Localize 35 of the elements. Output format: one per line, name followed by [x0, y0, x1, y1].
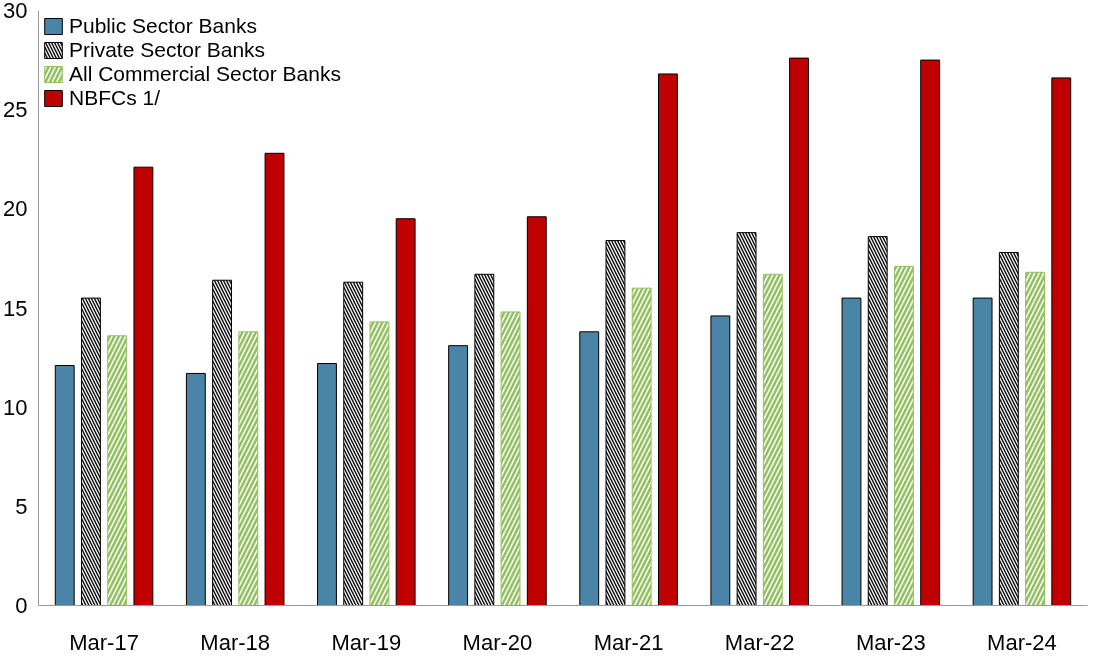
y-tick-label: 10	[3, 394, 28, 420]
bar	[185, 372, 206, 606]
bar	[579, 331, 600, 606]
x-tick-label: Mar-22	[724, 629, 795, 655]
x-tick-label: Mar-19	[331, 629, 402, 655]
x-tick-label: Mar-23	[855, 629, 926, 655]
y-tick-label: 5	[15, 493, 28, 519]
legend-label: All Commercial Sector Banks	[69, 62, 341, 86]
bar	[133, 166, 154, 606]
bar	[972, 297, 993, 606]
y-tick-label: 15	[3, 295, 28, 321]
x-tick-label: Mar-21	[593, 629, 664, 655]
bar	[1051, 77, 1072, 606]
legend-label: Private Sector Banks	[69, 38, 266, 62]
bar	[317, 363, 337, 606]
x-tick-label: Mar-17	[69, 629, 139, 655]
bar	[710, 315, 731, 606]
y-tick-label: 20	[3, 196, 28, 222]
x-tick-label: Mar-18	[200, 629, 271, 655]
bar	[920, 59, 941, 606]
bar	[448, 345, 469, 606]
bar	[789, 57, 809, 606]
bar	[526, 216, 547, 606]
x-tick-label: Mar-20	[462, 629, 533, 655]
y-tick-label: 30	[3, 0, 28, 23]
bar	[395, 218, 416, 606]
bar	[657, 73, 678, 606]
legend-label: NBFCs 1/	[69, 86, 161, 110]
y-tick-label: 0	[15, 593, 28, 618]
x-tick-label: Mar-24	[987, 629, 1057, 655]
legend-label: Public Sector Banks	[69, 14, 257, 38]
bar	[54, 365, 75, 606]
y-tick-label: 25	[3, 97, 28, 123]
bar	[841, 297, 862, 606]
bar	[264, 152, 285, 606]
